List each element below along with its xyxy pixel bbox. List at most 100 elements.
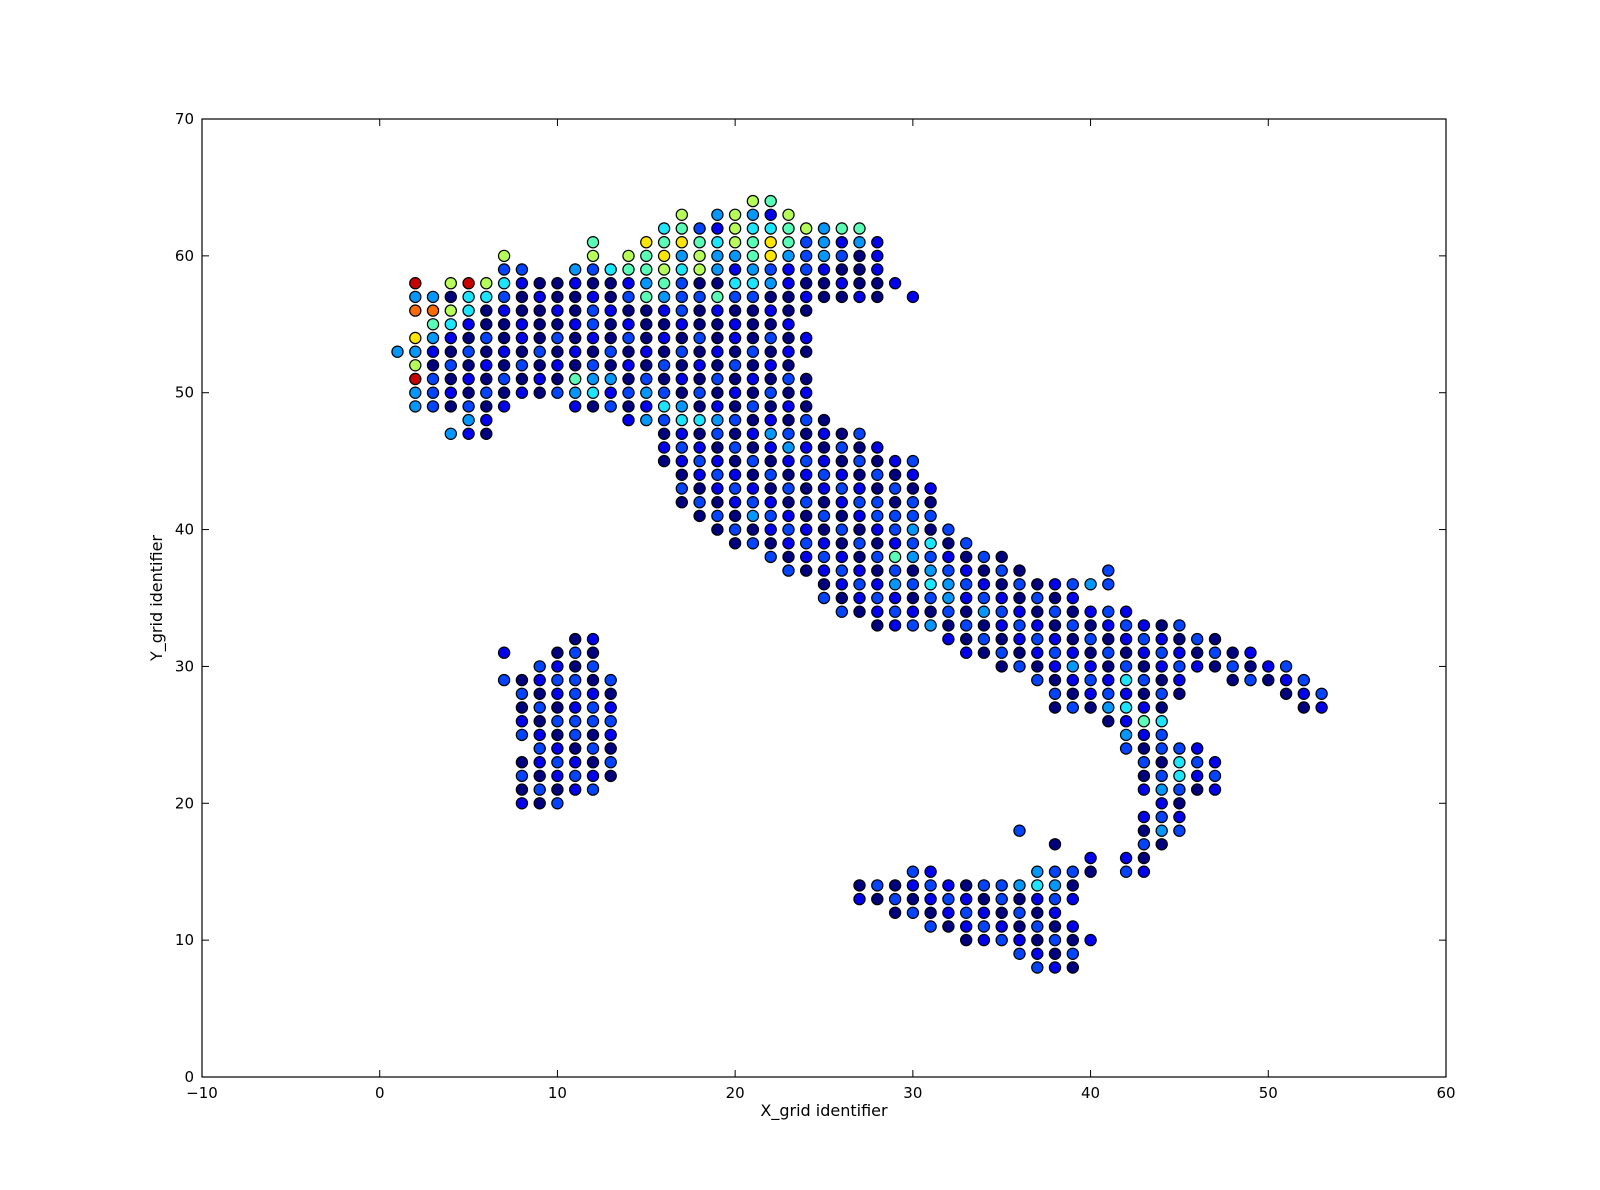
data-point [764, 277, 777, 290]
data-point [1119, 660, 1133, 673]
data-point [1137, 810, 1151, 824]
data-point [1119, 673, 1133, 687]
data-point [728, 208, 742, 221]
data-point [800, 372, 813, 386]
data-point [746, 277, 760, 290]
data-point [586, 277, 600, 290]
data-point [906, 454, 920, 468]
data-point [711, 413, 724, 427]
data-point [800, 263, 813, 276]
data-point [675, 277, 689, 290]
data-point [871, 454, 884, 468]
data-point [604, 318, 617, 331]
data-point [817, 222, 831, 235]
data-point [1155, 756, 1168, 769]
data-point [1119, 865, 1133, 878]
data-point [640, 249, 653, 263]
data-point [657, 249, 671, 263]
data-point [800, 400, 813, 413]
y-tick-label: 40 [175, 521, 194, 539]
data-point [817, 578, 831, 591]
data-point [835, 277, 849, 290]
data-point [1048, 673, 1062, 687]
data-point [657, 359, 671, 372]
data-point [888, 454, 902, 468]
data-point [515, 687, 529, 701]
data-point [1208, 660, 1222, 673]
data-point [675, 427, 689, 440]
data-point [853, 509, 866, 523]
data-point [675, 222, 689, 235]
data-point [711, 482, 724, 495]
data-point [462, 277, 475, 290]
data-point [764, 290, 777, 304]
data-point [1048, 879, 1062, 892]
data-point [977, 920, 991, 933]
data-point [462, 345, 475, 358]
data-point [604, 359, 617, 372]
data-point [853, 550, 866, 564]
data-point [497, 249, 511, 263]
data-point [586, 660, 600, 673]
data-point [1137, 742, 1151, 755]
data-point [551, 359, 564, 372]
data-point [800, 509, 813, 523]
data-point [1031, 578, 1044, 591]
data-point [924, 537, 937, 550]
data-point [711, 386, 724, 399]
data-point [1031, 920, 1044, 933]
data-point [1066, 701, 1080, 714]
data-point [657, 277, 671, 290]
data-point [835, 591, 849, 605]
data-point [1155, 728, 1168, 742]
data-point [960, 591, 973, 605]
data-point [1173, 783, 1186, 796]
data-point [497, 331, 511, 345]
data-point [995, 605, 1008, 618]
data-point [782, 509, 795, 523]
data-point [853, 578, 866, 591]
data-point [533, 345, 546, 358]
data-point [533, 386, 546, 399]
data-point [426, 400, 440, 413]
data-point [1155, 838, 1168, 851]
data-point [1048, 838, 1062, 851]
data-point [853, 222, 866, 235]
data-point [444, 277, 457, 290]
data-point [551, 701, 564, 714]
data-point [569, 756, 582, 769]
data-point [586, 715, 600, 728]
data-point [817, 427, 831, 440]
data-point [746, 413, 760, 427]
data-point [1173, 619, 1186, 632]
data-point [622, 290, 635, 304]
data-point [1155, 701, 1168, 714]
data-point [1013, 906, 1026, 920]
data-point [1048, 605, 1062, 618]
data-point [1119, 687, 1133, 701]
data-point [1031, 961, 1044, 974]
data-point [640, 263, 653, 276]
data-point [782, 427, 795, 440]
data-point [391, 345, 404, 358]
data-point [746, 208, 760, 221]
data-point [533, 701, 546, 714]
data-point [1102, 578, 1115, 591]
data-point [746, 263, 760, 276]
data-point [1013, 619, 1026, 632]
data-point [746, 222, 760, 235]
data-point [782, 441, 795, 454]
data-point [835, 427, 849, 440]
data-point [1208, 783, 1222, 796]
data-point [835, 249, 849, 263]
data-point [515, 372, 529, 386]
y-tick-label: 0 [184, 1068, 194, 1086]
x-tick-label: 20 [726, 1084, 745, 1102]
data-point [764, 537, 777, 550]
data-point [817, 509, 831, 523]
data-point [960, 578, 973, 591]
data-point [1031, 906, 1044, 920]
data-point [569, 783, 582, 796]
data-point [622, 386, 635, 399]
